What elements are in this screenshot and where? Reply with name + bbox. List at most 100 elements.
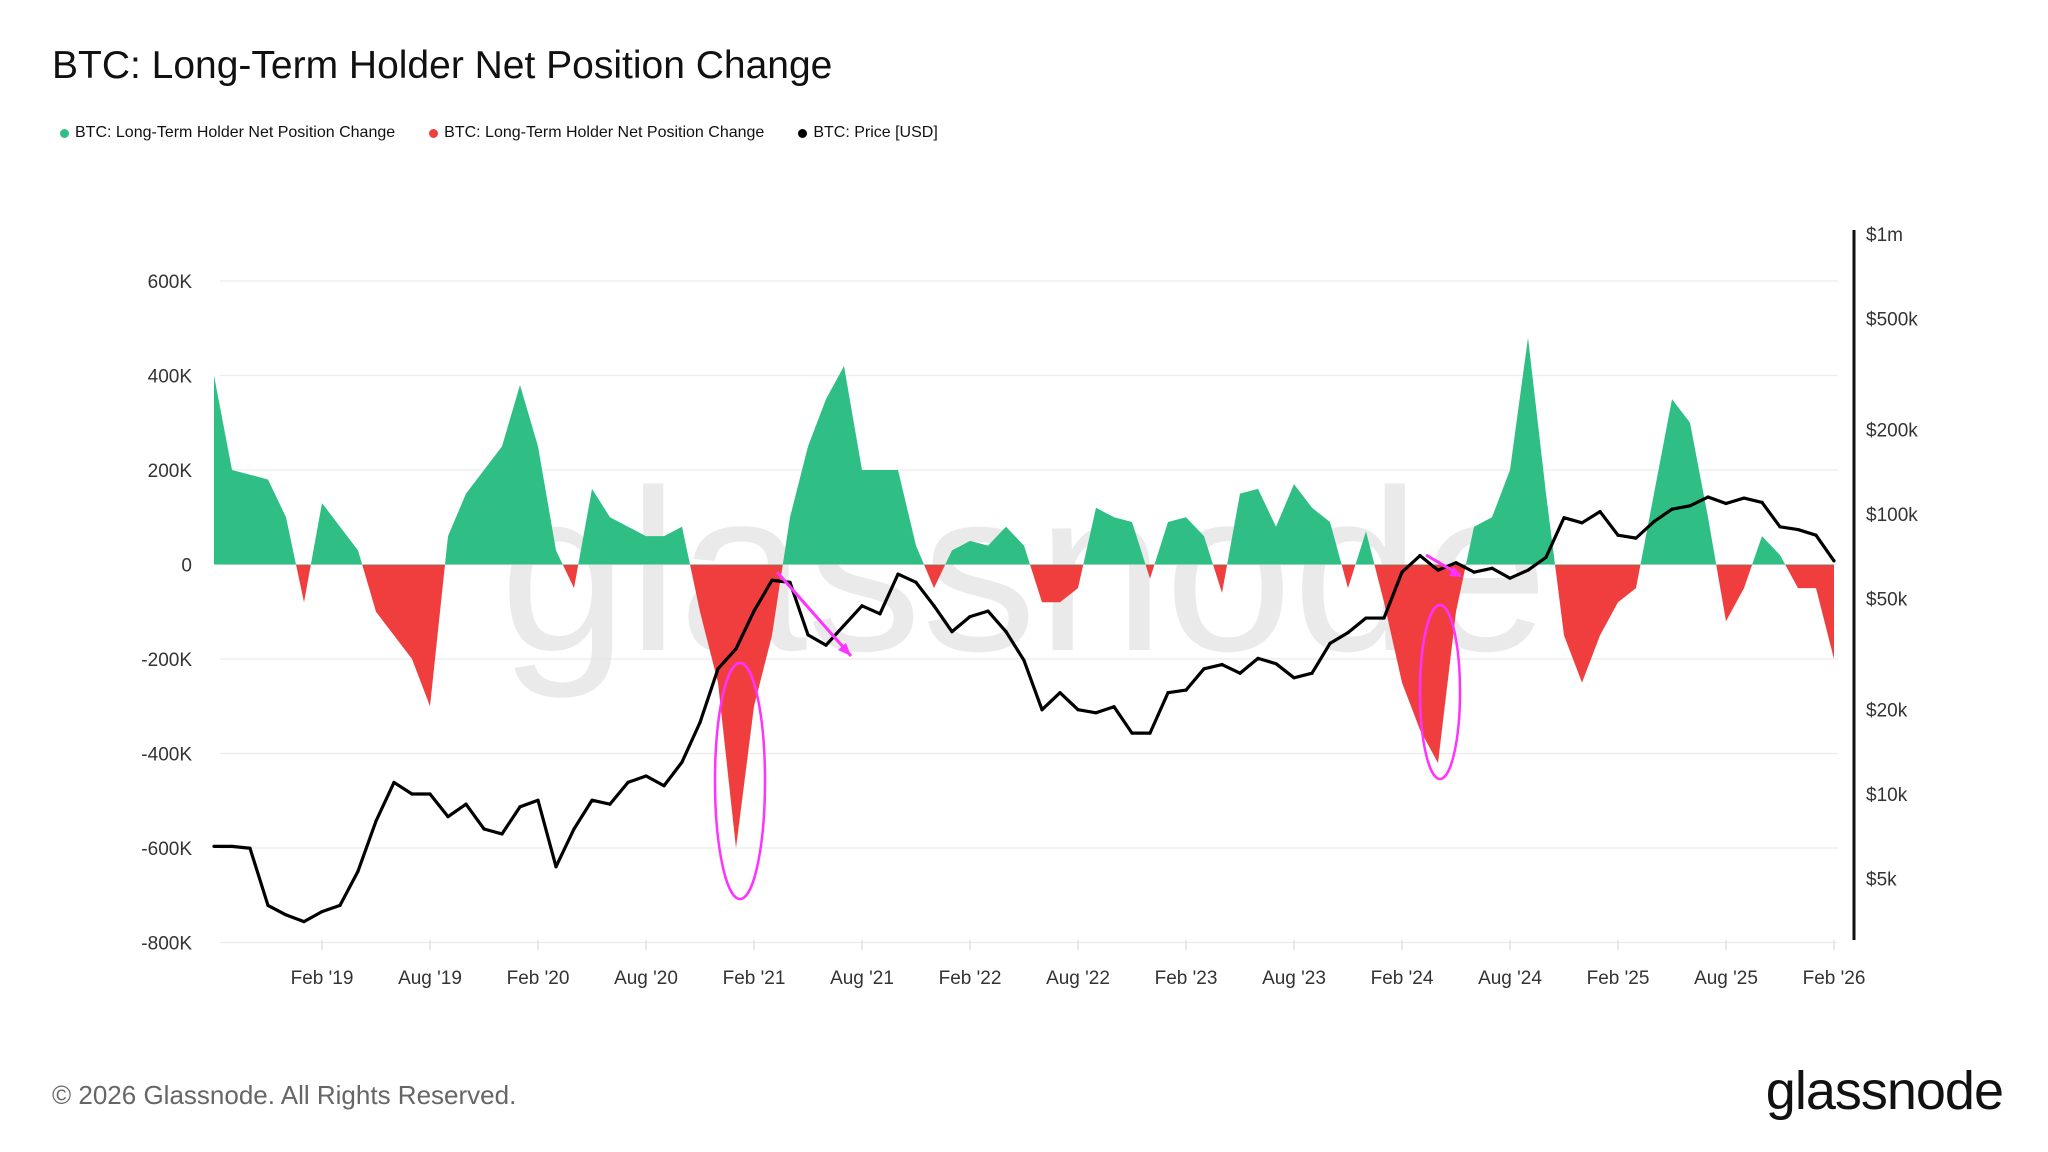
lth-negative-segment [690,565,700,612]
lth-negative-segment [700,565,718,683]
price-point [1634,536,1638,540]
price-point [1814,533,1818,537]
lth-positive-segment [1726,564,1744,565]
lth-positive-segment [448,493,466,565]
y-left-tick-label: -800K [141,934,192,955]
y-left-tick-label: 600K [148,272,193,293]
price-point [1382,616,1386,620]
price-point [1040,708,1044,712]
price-point [1148,731,1152,735]
lth-positive-segment [520,384,538,565]
legend-item-price[interactable]: BTC: Price [USD] [798,124,938,142]
price-point [1328,641,1332,646]
price-point [392,780,396,785]
lth-positive-segment [736,564,754,565]
lth-positive-segment [304,503,322,565]
lth-negative-segment [412,565,430,707]
lth-positive-segment [484,446,502,565]
price-point [536,798,540,802]
price-point [1418,554,1422,558]
price-point [1346,631,1350,635]
price-point [464,802,468,806]
price-point [1454,561,1458,565]
lth-positive-segment [1636,493,1654,565]
lth-negative-segment [1060,565,1078,603]
lth-positive-segment [286,517,304,565]
price-point [1724,501,1728,506]
price-point [968,615,972,619]
chart-title: BTC: Long-Term Holder Net Position Chang… [52,44,833,87]
lth-positive-segment [772,517,790,565]
legend-dot-red-icon [429,128,439,138]
lth-negative-segment [1042,565,1060,603]
copyright: © 2026 Glassnode. All Rights Reserved. [52,1080,517,1110]
x-tick-label: Aug '19 [398,968,462,989]
lth-positive-segment [1294,484,1312,565]
price-point [1490,566,1494,570]
price-point [860,604,864,608]
price-point [338,903,342,908]
lth-positive-segment [1042,564,1060,565]
y-right-tick-label: $100k [1866,505,1918,526]
lth-positive-segment [880,470,898,565]
price-point [1526,568,1530,572]
price-point [1544,555,1548,559]
legend-item-lth-negative[interactable]: BTC: Long-Term Holder Net Position Chang… [429,124,764,142]
lth-positive-segment [1798,564,1816,565]
lth-positive-segment [664,526,682,565]
lth-negative-segment [1582,565,1600,683]
legend-dot-green-icon [60,128,69,138]
price-point [1238,671,1242,675]
price-point [1472,570,1476,574]
price-point [1400,570,1404,574]
price-point [1274,662,1278,666]
price-point [1688,504,1692,508]
y-axis-right: $1m $500k $200k $100k $50k $20k $10k $5k [1852,225,1918,940]
price-point [662,784,666,788]
price-point [1508,576,1512,580]
y-left-tick-label: -600K [141,839,192,860]
lth-negative-segment [924,565,934,589]
annotation-arrowhead [838,643,851,656]
lth-positive-segment [466,470,484,565]
price-point [1310,671,1314,675]
legend: BTC: Long-Term Holder Net Position Chang… [60,124,938,142]
glassnode-logo[interactable]: glassnode [1765,1061,2004,1121]
price-point [788,580,792,584]
price-point [932,604,936,608]
lth-positive-segment [610,517,628,565]
lth-positive-segment [1078,507,1096,565]
price-point [986,609,990,613]
price-point [644,774,648,778]
legend-item-lth-positive[interactable]: BTC: Long-Term Holder Net Position Chang… [60,124,395,142]
lth-positive-segment [412,564,430,565]
lth-positive-segment [754,564,772,565]
lth-negative-segment [1785,565,1798,589]
lth-positive-segment [646,536,664,565]
x-tick-label: Aug '25 [1694,968,1758,989]
price-point [266,903,270,908]
annotation-arrowhead [1449,567,1462,577]
y-left-tick-label: 400K [148,367,193,388]
price-point [1256,656,1260,660]
price-point [1112,705,1116,709]
price-point [698,720,702,725]
price-point [1220,662,1224,667]
lth-negative-segment [1402,565,1420,730]
price-point [554,865,558,869]
price-point [950,630,954,634]
lth-positive-series [214,337,1834,565]
price-point [1076,708,1080,712]
y-left-tick-label: 200K [148,461,193,482]
lth-positive-segment [1744,536,1762,565]
lth-positive-segment [430,536,448,565]
price-point [1670,507,1674,511]
lth-negative-segment [1150,565,1155,579]
price-point [248,846,252,850]
lth-negative-segment [1222,565,1228,593]
lth-positive-segment [268,479,286,565]
price-point [1796,527,1800,532]
price-point [896,572,900,576]
x-tick-label: Feb '25 [1587,968,1650,989]
lth-positive-segment [862,470,880,565]
